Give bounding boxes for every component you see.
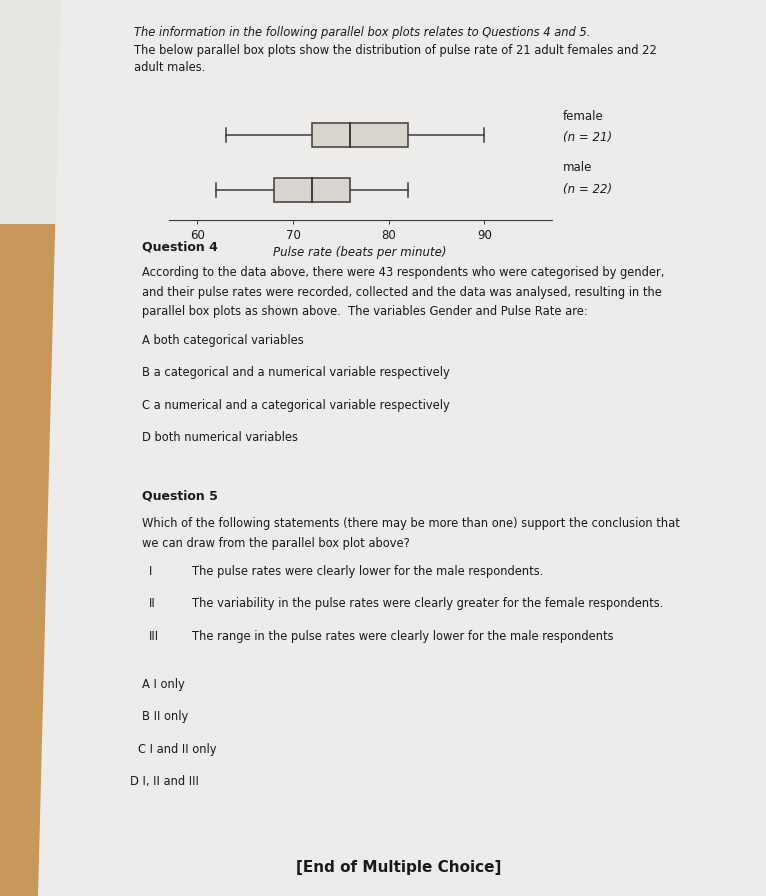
Text: D both numerical variables: D both numerical variables: [142, 431, 298, 444]
Text: and their pulse rates were recorded, collected and the data was analysed, result: and their pulse rates were recorded, col…: [142, 286, 662, 298]
Text: [End of Multiple Choice]: [End of Multiple Choice]: [296, 860, 501, 874]
Text: The pulse rates were clearly lower for the male respondents.: The pulse rates were clearly lower for t…: [192, 565, 543, 578]
Text: III: III: [149, 630, 159, 642]
Text: C I and II only: C I and II only: [138, 743, 216, 755]
Text: D I, II and III: D I, II and III: [130, 775, 199, 788]
Polygon shape: [0, 0, 345, 224]
Text: A I only: A I only: [142, 678, 185, 691]
Text: parallel box plots as shown above.  The variables Gender and Pulse Rate are:: parallel box plots as shown above. The v…: [142, 306, 588, 318]
Text: The range in the pulse rates were clearly lower for the male respondents: The range in the pulse rates were clearl…: [192, 630, 613, 642]
Text: B II only: B II only: [142, 711, 188, 723]
Text: we can draw from the parallel box plot above?: we can draw from the parallel box plot a…: [142, 537, 410, 549]
Bar: [274, 178, 351, 202]
X-axis label: Pulse rate (beats per minute): Pulse rate (beats per minute): [273, 246, 447, 259]
Text: (n = 22): (n = 22): [563, 183, 612, 196]
Text: (n = 21): (n = 21): [563, 131, 612, 144]
Text: Question 4: Question 4: [142, 241, 218, 254]
Text: C a numerical and a categorical variable respectively: C a numerical and a categorical variable…: [142, 399, 450, 411]
Text: A both categorical variables: A both categorical variables: [142, 334, 303, 347]
Text: According to the data above, there were 43 respondents who were categorised by g: According to the data above, there were …: [142, 266, 664, 279]
Bar: [313, 124, 408, 147]
Text: The variability in the pulse rates were clearly greater for the female responden: The variability in the pulse rates were …: [192, 598, 663, 610]
Text: Which of the following statements (there may be more than one) support the concl: Which of the following statements (there…: [142, 517, 679, 530]
Text: The below parallel box plots show the distribution of pulse rate of 21 adult fem: The below parallel box plots show the di…: [134, 44, 657, 56]
Text: The information in the following parallel box plots relates to Questions 4 and 5: The information in the following paralle…: [134, 26, 591, 39]
Polygon shape: [38, 0, 766, 896]
Text: Question 5: Question 5: [142, 490, 218, 503]
Text: II: II: [149, 598, 156, 610]
Text: female: female: [563, 110, 604, 124]
Text: adult males.: adult males.: [134, 61, 205, 73]
Text: B a categorical and a numerical variable respectively: B a categorical and a numerical variable…: [142, 366, 450, 379]
Text: male: male: [563, 161, 592, 174]
Text: I: I: [149, 565, 152, 578]
